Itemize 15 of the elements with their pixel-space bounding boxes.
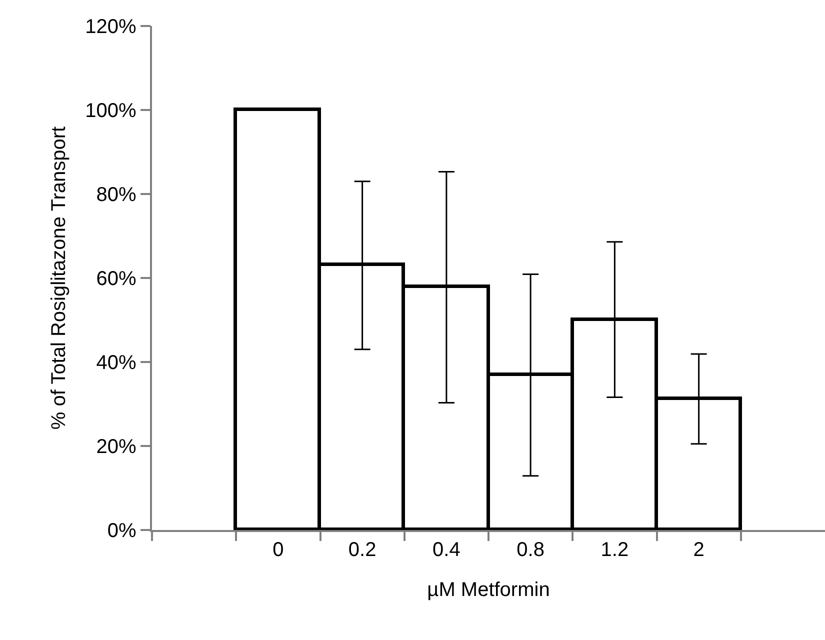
y-tick-label: 100% [85,100,136,122]
y-tick-label: 0% [107,520,136,542]
y-axis-title: % of Total Rosiglitazone Transport [48,126,70,430]
x-tick-label: 0.2 [348,538,376,561]
y-tick-label: 20% [96,436,136,458]
x-tick-label: 1.2 [600,538,629,561]
y-tick-label: 120% [85,16,136,38]
y-tick-label: 80% [96,184,136,206]
x-tick-label: 0.8 [516,538,544,561]
x-tick-label: 0.4 [432,538,460,561]
x-tick-label: 2 [693,538,704,561]
x-tick-label: 0 [272,538,284,561]
y-tick-label: 60% [96,268,136,290]
y-tick-label: 40% [96,352,136,374]
x-axis-title: µM Metformin [427,578,550,601]
